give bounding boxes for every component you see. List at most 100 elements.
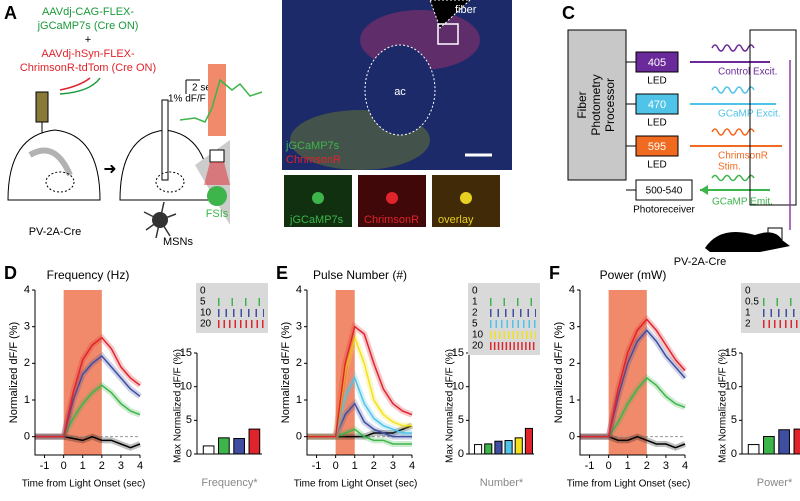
x-axis-label: Time from Light Onset (sec)	[22, 479, 146, 490]
panel-letter: E	[276, 263, 288, 283]
scale-label: 2 sec	[192, 83, 216, 94]
inset-label: jGCaMP7s	[289, 214, 344, 226]
image-label: ac	[394, 86, 406, 98]
y-tick-label: 1	[296, 394, 302, 406]
y-axis-label: Normalized dF/F (%)	[8, 322, 20, 423]
x-tick-label: 4	[409, 460, 415, 472]
light-label: Control Excit.	[718, 67, 777, 78]
panel-b: B fiber ac jGCaMP7s ChrimsonR jGCaMP7s C…	[282, 0, 512, 227]
y-tick-label: 15	[452, 347, 464, 359]
bar	[793, 428, 800, 455]
led-group: 405 LED Control Excit. 470 LED GCaMP Excit. 59…	[626, 44, 782, 173]
x-tick-label: 1	[625, 460, 631, 472]
bar	[233, 438, 245, 455]
y-tick-label: 0	[186, 448, 192, 460]
virus-text: AAVdj-hSyn-FLEX-	[41, 48, 135, 60]
mouse-line: PV-2A-Cre	[674, 256, 727, 268]
legend-label: 0	[200, 286, 206, 297]
virus-text: AAVdj-CAG-FLEX-	[42, 6, 134, 18]
fiber	[161, 99, 169, 181]
stim-window	[63, 290, 102, 455]
legend-label: 2	[472, 308, 478, 319]
x-tick-label: 0	[61, 460, 67, 472]
led-label: LED	[647, 76, 666, 87]
legend-label: 10	[472, 330, 484, 341]
bar	[763, 435, 775, 455]
plus: +	[85, 34, 91, 46]
channel-label: ChrimsonR	[286, 154, 341, 166]
fsi-cell	[207, 186, 227, 206]
chart-title: Frequency (Hz)	[47, 268, 130, 282]
legend-label: 0.5	[745, 297, 759, 308]
legend-label: 5	[200, 297, 206, 308]
x-tick-label: -1	[312, 460, 322, 472]
y-tick-label: 0	[731, 448, 737, 460]
chart-title: Pulse Number (#)	[313, 268, 407, 282]
x-tick-label: 1	[80, 460, 86, 472]
y-tick-label: 1	[24, 394, 30, 406]
y-tick-label: 0	[458, 448, 464, 460]
brain	[7, 129, 101, 201]
x-tick-label: -1	[40, 460, 50, 472]
striatum	[45, 171, 75, 193]
x-tick-label: 0	[606, 460, 612, 472]
chart-panel: D Frequency (Hz) 0 1 2 3 4 -1 0 1 2 3 4 Time from Lig…	[4, 263, 268, 490]
syringe	[35, 91, 49, 123]
inset-cell	[312, 192, 324, 204]
bar	[218, 437, 230, 455]
msn-dendrites	[143, 201, 177, 239]
trace	[307, 325, 413, 438]
panel-letter: C	[562, 3, 575, 23]
x-tick-label: 4	[137, 460, 143, 472]
x-tick-label: 3	[118, 460, 124, 472]
legend-label: 0	[472, 286, 478, 297]
cell-label: FSIs	[206, 208, 229, 220]
y-tick-label: 15	[725, 347, 737, 359]
axes	[468, 353, 534, 455]
processor-label: Photometry	[589, 74, 603, 135]
y-axis-label: Normalized dF/F (%)	[553, 322, 565, 423]
chart-panels: D Frequency (Hz) 0 1 2 3 4 -1 0 1 2 3 4 Time from Lig…	[4, 263, 800, 490]
led-label: LED	[647, 118, 666, 129]
bar	[747, 444, 760, 455]
axes	[579, 290, 685, 456]
bar	[504, 440, 513, 455]
y-axis-label: Max Normalized dF/F (%)	[718, 349, 729, 463]
trace	[580, 318, 686, 438]
emission-label: GCaMP Emit.	[712, 197, 773, 208]
y-tick-label: 2	[296, 357, 302, 369]
y-tick-label: 0	[24, 431, 30, 443]
light-label: ChrimsonR	[718, 151, 768, 162]
x-tick-label: 2	[371, 460, 377, 472]
mouse-line: PV-2A-Cre	[29, 226, 82, 238]
led-label: LED	[647, 160, 666, 171]
panel-letter: D	[4, 263, 17, 283]
axes	[34, 290, 140, 456]
bar	[202, 445, 215, 455]
y-axis-label: Max Normalized dF/F (%)	[445, 349, 456, 463]
y-tick-label: 2	[24, 357, 30, 369]
arrow: ➜	[103, 161, 116, 178]
inset-cell	[460, 192, 472, 204]
virus-text: ChrimsonR-tdTom (Cre ON)	[20, 62, 156, 74]
processor-box	[567, 29, 627, 181]
legend-label: 20	[200, 319, 212, 330]
trace	[35, 336, 141, 438]
bar	[484, 443, 493, 455]
y-tick-label: 3	[569, 321, 575, 333]
panel-c: C Fiber Photometry Processor 405 LED Contr…	[562, 3, 797, 268]
detector-label: Photoreceiver	[633, 205, 695, 216]
y-tick-label: 3	[296, 321, 302, 333]
inset-label: ChrimsonR	[364, 214, 419, 226]
legend-label: 2	[745, 319, 751, 330]
cell-label: MSNs	[163, 236, 193, 248]
led-wavelength: 470	[648, 99, 666, 111]
y-tick-label: 2	[569, 357, 575, 369]
x-tick-label: 3	[390, 460, 396, 472]
y-tick-label: 4	[569, 284, 575, 296]
legend-label: 10	[200, 308, 212, 319]
axes	[306, 290, 412, 456]
